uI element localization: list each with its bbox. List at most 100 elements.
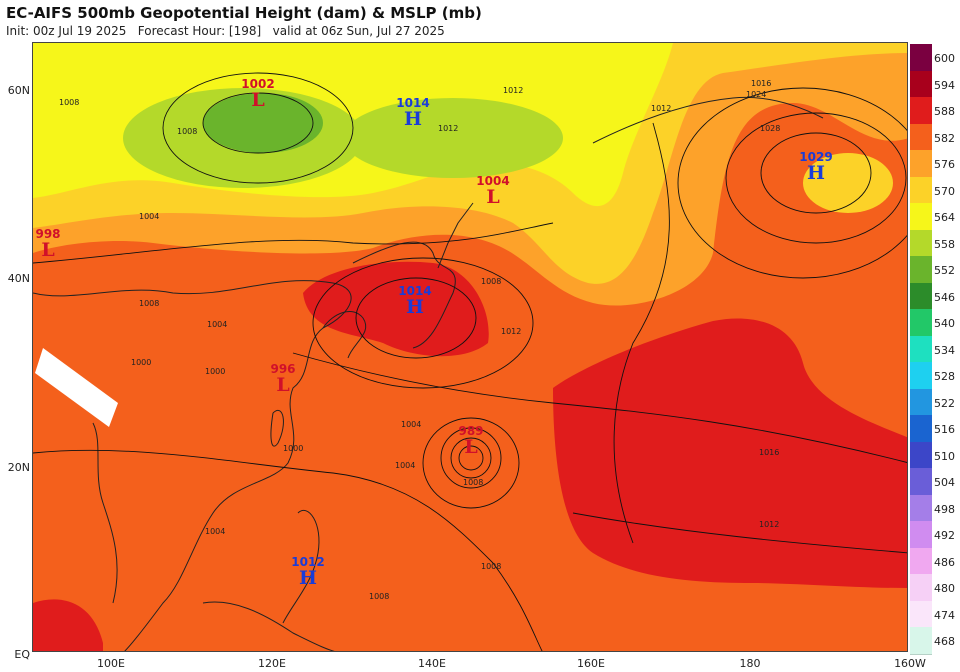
- isobar-label: 1004: [139, 212, 159, 221]
- legend-entry-504: 504: [910, 468, 960, 496]
- legend-entry-546: 546: [910, 282, 960, 310]
- legend-entry-588: 588: [910, 97, 960, 125]
- legend-swatch: [910, 97, 932, 125]
- legend-swatch: [910, 256, 932, 284]
- lon-label-120e: 120E: [258, 657, 286, 670]
- legend-entry-552: 552: [910, 256, 960, 284]
- legend-swatch: [910, 547, 932, 575]
- isobar-label: 1000: [205, 367, 225, 376]
- legend-swatch: [910, 627, 932, 655]
- legend-swatch: [910, 70, 932, 98]
- legend-value: 474: [934, 608, 955, 622]
- lon-label-180: 180: [739, 657, 761, 670]
- legend-entry-564: 564: [910, 203, 960, 231]
- legend-entry-528: 528: [910, 362, 960, 390]
- pressure-letter: L: [251, 89, 264, 111]
- legend-entry-534: 534: [910, 335, 960, 363]
- field-588-sw: [33, 599, 103, 651]
- isobar-label: 1012: [759, 520, 779, 529]
- map-title: EC-AIFS 500mb Geopotential Height (dam) …: [6, 4, 482, 22]
- legend-value: 576: [934, 158, 955, 171]
- legend-entry-468: 468: [910, 627, 960, 655]
- isobars: [33, 72, 907, 651]
- forecast-map[interactable]: 1002 L 1014 H 1004 L 1029 H 1014 H 996 L 989 L 998 L 101…: [32, 42, 908, 652]
- pressure-letter: L: [486, 186, 499, 208]
- isobar-label: 1012: [651, 104, 671, 113]
- pressure-value: 1014: [396, 96, 429, 110]
- legend-value: 486: [934, 555, 955, 569]
- lat-label-20n: 20N: [7, 461, 30, 474]
- legend-entry-510: 510: [910, 441, 960, 469]
- lon-label-100e: 100E: [97, 657, 125, 670]
- isobar-label: 1008: [463, 478, 483, 487]
- legend-swatch: [910, 229, 932, 257]
- coastlines: [33, 96, 824, 651]
- legend-swatch: [910, 441, 932, 469]
- legend-value: 522: [934, 396, 955, 410]
- isobar-label: 1004: [395, 461, 415, 470]
- isobar-label: 1000: [131, 358, 151, 367]
- legend-swatch: [910, 494, 932, 522]
- color-legend: 600 594 588 582 576 570 564 558 552 546 540 534 528 5…: [910, 44, 960, 655]
- legend-value: 588: [934, 105, 955, 118]
- pressure-value: 996: [270, 362, 295, 376]
- legend-swatch: [910, 362, 932, 390]
- isobar-label: 1000: [283, 444, 303, 453]
- pressure-value: 989: [458, 424, 483, 438]
- pressure-value: 1014: [398, 284, 431, 298]
- legend-value: 582: [934, 131, 955, 145]
- legend-value: 480: [934, 582, 955, 595]
- legend-swatch: [910, 574, 932, 602]
- legend-swatch: [910, 521, 932, 549]
- isobar-label: 1008: [59, 98, 79, 107]
- pressure-value: 1012: [291, 555, 324, 569]
- field-588-pacific: [553, 318, 907, 588]
- isobar-label: 1004: [207, 320, 227, 329]
- data-mask-strip: [35, 348, 118, 427]
- legend-swatch: [910, 600, 932, 628]
- legend-value: 600: [934, 52, 955, 65]
- pressure-letter: H: [299, 567, 317, 589]
- legend-swatch: [910, 415, 932, 443]
- isobar-label: 1008: [139, 299, 159, 308]
- legend-entry-582: 582: [910, 123, 960, 151]
- field-588-japan: [303, 261, 489, 357]
- isobar-label: 1008: [369, 592, 389, 601]
- legend-entry-522: 522: [910, 388, 960, 416]
- pressure-letter: L: [276, 374, 289, 396]
- legend-swatch: [910, 44, 932, 72]
- legend-swatch: [910, 335, 932, 363]
- legend-entry-594: 594: [910, 70, 960, 98]
- legend-entry-480: 480: [910, 574, 960, 602]
- pressure-value: 998: [35, 227, 60, 241]
- map-subtitle: Init: 00z Jul 19 2025 Forecast Hour: [19…: [6, 24, 445, 38]
- isobar-label: 1008: [177, 127, 197, 136]
- isobar-labels-layer: 1008100410081008101210121012101610201024…: [59, 79, 780, 601]
- legend-swatch: [910, 468, 932, 496]
- isobar-label: 1008: [481, 277, 501, 286]
- lon-label-140e: 140E: [418, 657, 446, 670]
- legend-value: 570: [934, 184, 955, 198]
- legend-value: 504: [934, 476, 955, 489]
- legend-value: 498: [934, 502, 955, 516]
- legend-value: 546: [934, 290, 955, 304]
- lat-label-40n: 40N: [7, 272, 30, 285]
- legend-value: 534: [934, 343, 955, 357]
- legend-entry-486: 486: [910, 547, 960, 575]
- isobar-label: 1024: [746, 90, 766, 99]
- pressure-value: 1004: [476, 174, 509, 188]
- isobar-label: 1016: [751, 79, 771, 88]
- legend-entry-576: 576: [910, 150, 960, 178]
- legend-value: 558: [934, 237, 955, 251]
- isobar-label: 1012: [503, 86, 523, 95]
- legend-swatch: [910, 123, 932, 151]
- legend-swatch: [910, 309, 932, 337]
- isobar-label: 1012: [438, 124, 458, 133]
- pressure-letter: H: [406, 296, 424, 318]
